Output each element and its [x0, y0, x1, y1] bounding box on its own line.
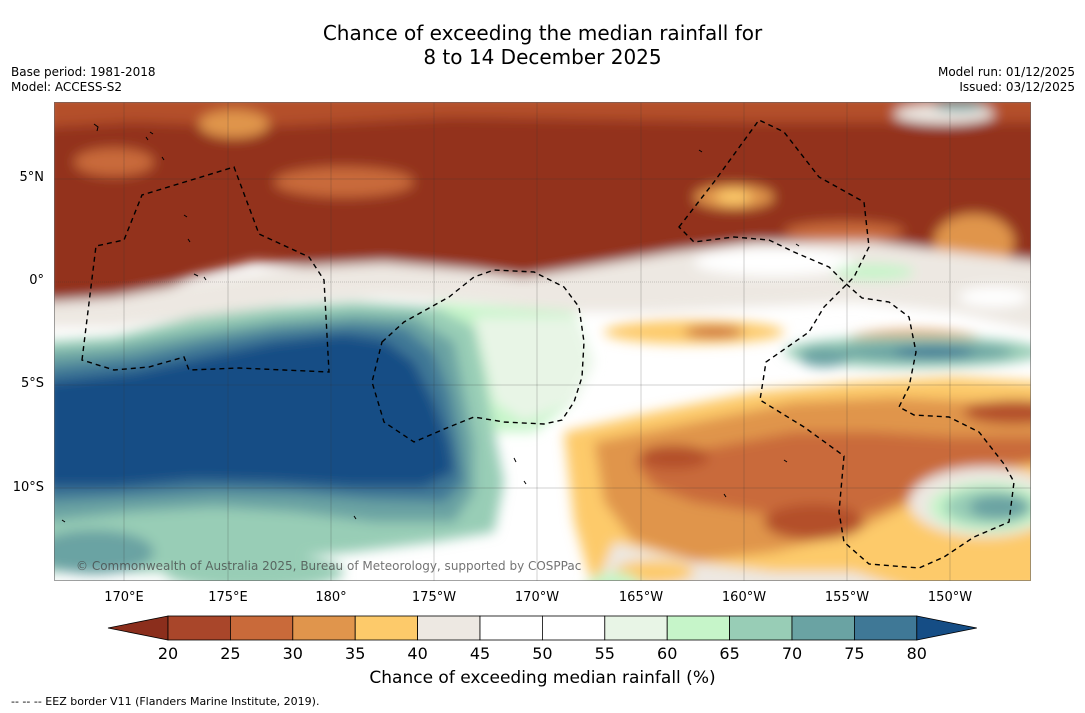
colorbar-tick-label: 60: [657, 644, 677, 663]
lon-label-160w: 160°W: [721, 590, 767, 605]
colorbar-label: Chance of exceeding median rainfall (%): [369, 668, 716, 688]
colorbar-swatch: [854, 615, 918, 641]
model-run-date: Model run: 01/12/2025: [937, 65, 1075, 79]
title-line-1: Chance of exceeding the median rainfall …: [322, 21, 763, 45]
graticule: [54, 102, 1031, 581]
colorbar-swatch: [292, 615, 356, 641]
colorbar-tick-label: 45: [470, 644, 490, 663]
issued-date: Issued: 03/12/2025: [959, 80, 1075, 94]
colorbar-tick-label: 25: [220, 644, 240, 663]
lon-label-165w: 165°W: [618, 590, 664, 605]
eez-border-lines: [81, 119, 1015, 569]
colorbar-swatch: [229, 615, 294, 641]
colorbar: 20 25 30 35 40 45 50 55 60 65 70 75 80: [107, 615, 977, 663]
eez-footnote: -- -- -- EEZ border V11 (Flanders Marine…: [11, 695, 320, 708]
lon-label-170w: 170°W: [514, 590, 560, 605]
colorbar-tick-label: 35: [345, 644, 365, 663]
lon-label-170e: 170°E: [104, 590, 144, 605]
colorbar-extend-low: [107, 615, 169, 641]
lat-label-10s: 10°S: [12, 480, 44, 495]
colorbar-swatch: [791, 615, 855, 641]
colorbar-swatch: [666, 615, 731, 641]
lon-label-150w: 150°W: [927, 590, 973, 605]
map-title: Chance of exceeding the median rainfall …: [0, 21, 1085, 69]
title-line-2: 8 to 14 December 2025: [423, 45, 662, 69]
model-name: Model: ACCESS-S2: [11, 80, 123, 94]
colorbar-tick-label: 70: [782, 644, 802, 663]
map-frame: [54, 102, 1031, 581]
probability-field: [54, 102, 1031, 581]
lon-label-175w: 175°W: [411, 590, 457, 605]
lon-label-155w: 155°W: [824, 590, 870, 605]
colorbar-swatches: [107, 615, 977, 641]
colorbar-swatch: [417, 615, 481, 641]
colorbar-tick-label: 20: [158, 644, 178, 663]
lat-label-0: 0°: [29, 273, 44, 288]
colorbar-swatch: [604, 615, 668, 641]
colorbar-tick-label: 50: [532, 644, 552, 663]
lat-label-5s: 5°S: [20, 376, 44, 391]
colorbar-tick-label: 55: [595, 644, 615, 663]
metadata-right: Model run: 01/12/2025 Issued: 03/12/2025: [938, 65, 1075, 95]
colorbar-tick-label: 30: [283, 644, 303, 663]
metadata-left: Base period: 1981-2018 Model: ACCESS-S2: [11, 65, 156, 95]
colorbar-extend-high: [916, 615, 977, 641]
colorbar-swatch: [542, 615, 606, 641]
colorbar-swatch: [729, 615, 793, 641]
copyright-credit: © Commonwealth of Australia 2025, Bureau…: [76, 559, 581, 573]
rainfall-probability-map: © Commonwealth of Australia 2025, Bureau…: [54, 102, 1031, 581]
colorbar-tick-label: 40: [407, 644, 427, 663]
colorbar-tick-label: 65: [719, 644, 739, 663]
colorbar-swatch: [167, 615, 231, 641]
colorbar-ticks: 20 25 30 35 40 45 50 55 60 65 70 75 80: [158, 644, 927, 663]
colorbar-tick-label: 75: [844, 644, 864, 663]
colorbar-swatch: [479, 615, 543, 641]
lon-label-175e: 175°E: [208, 590, 248, 605]
lon-label-180: 180°: [315, 590, 347, 605]
lat-label-5n: 5°N: [19, 170, 45, 185]
colorbar-tick-label: 80: [907, 644, 927, 663]
islands: [61, 123, 800, 523]
colorbar-swatch: [354, 615, 419, 641]
base-period: Base period: 1981-2018: [11, 65, 156, 79]
